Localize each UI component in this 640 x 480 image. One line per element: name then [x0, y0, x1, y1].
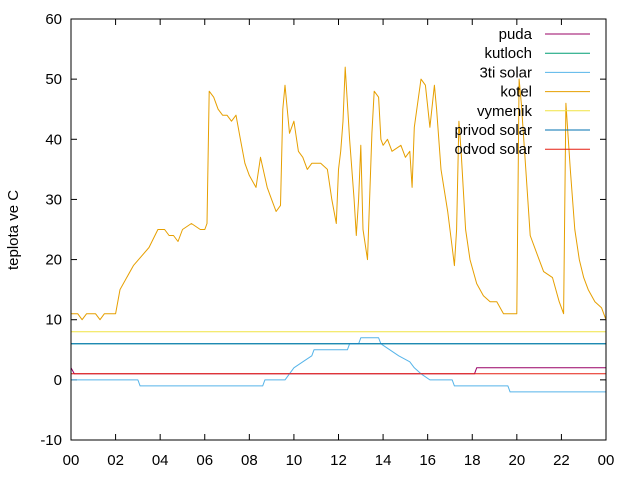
- legend-label: kotel: [500, 84, 532, 101]
- y-tick-label: 10: [45, 312, 62, 329]
- series-line-3ti-solar: [71, 337, 606, 393]
- x-tick-label: 04: [152, 452, 169, 469]
- x-tick-label: 08: [241, 452, 258, 469]
- y-tick-label: 0: [54, 372, 62, 389]
- x-tick-label: 12: [330, 452, 347, 469]
- plot-frame: [70, 18, 607, 441]
- y-tick-label: 50: [45, 71, 62, 88]
- legend-label: privod solar: [454, 122, 532, 139]
- legend-label: puda: [499, 26, 533, 43]
- x-tick-label: 10: [286, 452, 303, 469]
- legend-label: kutloch: [484, 45, 532, 62]
- x-tick-label: 20: [508, 452, 525, 469]
- x-tick-label: 14: [375, 452, 392, 469]
- legend-label: 3ti solar: [479, 64, 532, 81]
- y-tick-label: 60: [45, 11, 62, 28]
- x-tick-label: 02: [107, 452, 124, 469]
- x-tick-label: 18: [464, 452, 481, 469]
- x-tick-label: 16: [419, 452, 436, 469]
- y-axis-title: teplota ve C: [5, 190, 22, 270]
- y-tick-label: 20: [45, 252, 62, 269]
- x-tick-label: 22: [553, 452, 570, 469]
- y-tick-label: -10: [40, 432, 62, 449]
- y-tick-label: 40: [45, 131, 62, 148]
- x-tick-label: 00: [598, 452, 615, 469]
- legend: puda kutloch 3ti solar kotel vymenik privod s…: [454, 26, 590, 158]
- series-lines: [70, 66, 607, 393]
- y-tick-label: 30: [45, 191, 62, 208]
- x-tick-label: 00: [63, 452, 80, 469]
- series-line-puda: [70, 367, 606, 375]
- y-axis-ticks: -10 0 10 20 30 40 50 60: [40, 11, 606, 449]
- legend-label: vymenik: [477, 103, 533, 120]
- x-axis-ticks: 00 02 04 06 08 10 12 14 16 18 20 22 00: [63, 19, 615, 469]
- x-tick-label: 06: [196, 452, 213, 469]
- legend-label: odvod solar: [454, 141, 532, 158]
- series-line-kotel: [71, 66, 607, 321]
